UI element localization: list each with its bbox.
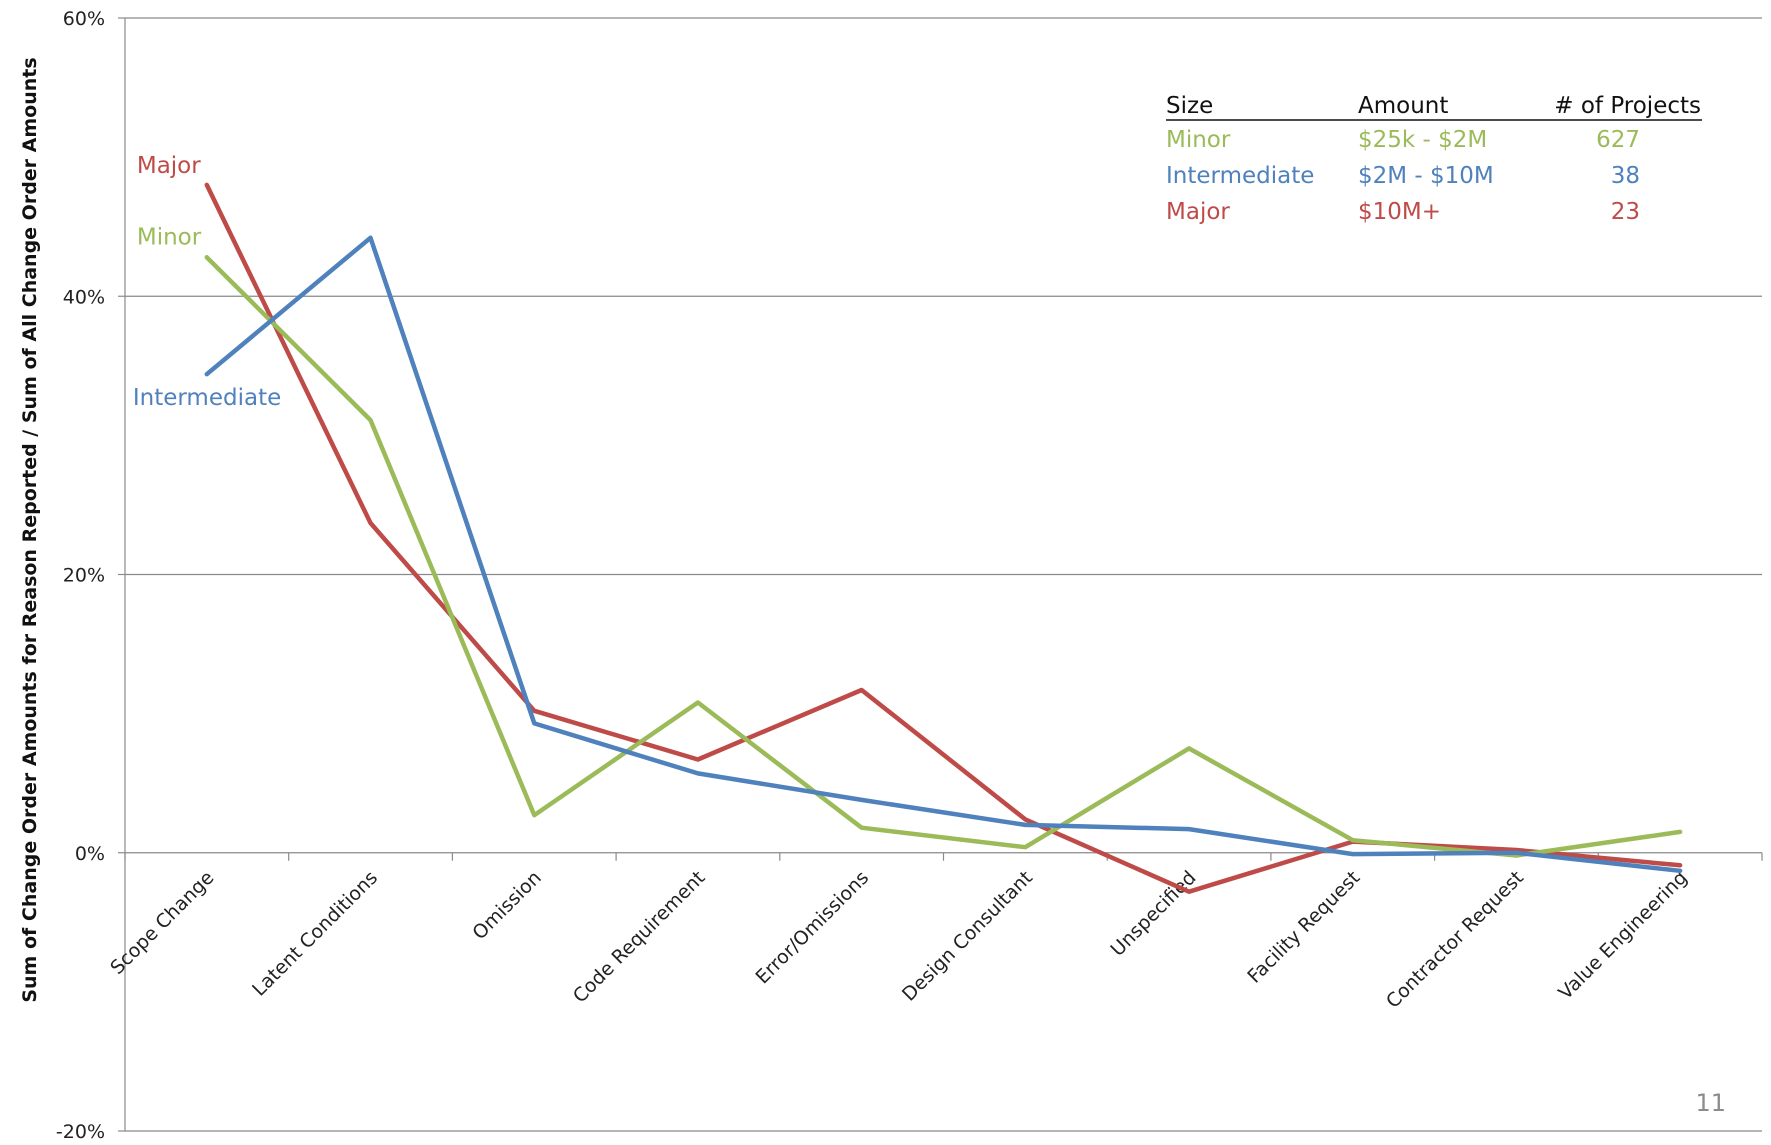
series-line-intermediate: [204, 235, 1683, 874]
legend-projects: 627: [1596, 127, 1640, 153]
page-number: 11: [1695, 1089, 1726, 1117]
gridlines: [125, 17, 1762, 1132]
y-tick-label: 60%: [63, 8, 105, 30]
y-axis-label: Sum of Change Order Amounts for Reason R…: [19, 57, 41, 1002]
legend-table: Size Amount # of Projects Minor $25k - $2…: [1166, 93, 1702, 225]
x-tick-label: Error/Omissions: [751, 867, 873, 989]
series-labels: Major Minor Intermediate: [133, 153, 281, 411]
y-tick-labels: -20% 0% 20% 40% 60%: [56, 8, 105, 1143]
legend-header-amount: Amount: [1358, 93, 1448, 119]
legend-projects: 38: [1611, 163, 1640, 189]
x-tick-label: Facility Request: [1243, 867, 1364, 988]
series-line-minor: [204, 255, 1683, 858]
x-tick-label: Omission: [468, 867, 545, 944]
y-tick-label: 0%: [75, 843, 105, 865]
legend-amount: $10M+: [1358, 199, 1441, 225]
legend-amount: $25k - $2M: [1358, 127, 1487, 153]
series-label-major: Major: [137, 153, 201, 179]
y-tick-label: 40%: [63, 286, 105, 308]
legend-size: Major: [1166, 199, 1230, 225]
series-label-intermediate: Intermediate: [133, 385, 281, 411]
x-tick-label: Latent Conditions: [248, 867, 382, 1001]
x-tick-label: Code Requirement: [569, 867, 710, 1008]
y-tick-label: 20%: [63, 565, 105, 587]
x-tick-label: Value Engineering: [1554, 867, 1691, 1004]
legend-amount: $2M - $10M: [1358, 163, 1494, 189]
legend-rows: Minor $25k - $2M 627 Intermediate $2M - $10M…: [1166, 127, 1640, 225]
legend-size: Intermediate: [1166, 163, 1314, 189]
legend-header-size: Size: [1166, 93, 1213, 119]
series-lines: [204, 182, 1683, 894]
series-line-major: [204, 182, 1683, 894]
x-tick-label: Unspecified: [1107, 867, 1201, 961]
y-tick-label: -20%: [56, 1121, 105, 1143]
series-label-minor: Minor: [137, 224, 202, 250]
x-tick-label: Contractor Request: [1382, 867, 1528, 1013]
legend-size: Minor: [1166, 127, 1231, 153]
x-tick-labels: Scope Change Latent Conditions Omission Cod…: [106, 867, 1691, 1013]
legend-projects: 23: [1611, 199, 1640, 225]
x-tick-label: Scope Change: [106, 867, 218, 979]
x-tick-label: Design Consultant: [898, 867, 1037, 1006]
legend-header-projects: # of Projects: [1554, 93, 1701, 119]
